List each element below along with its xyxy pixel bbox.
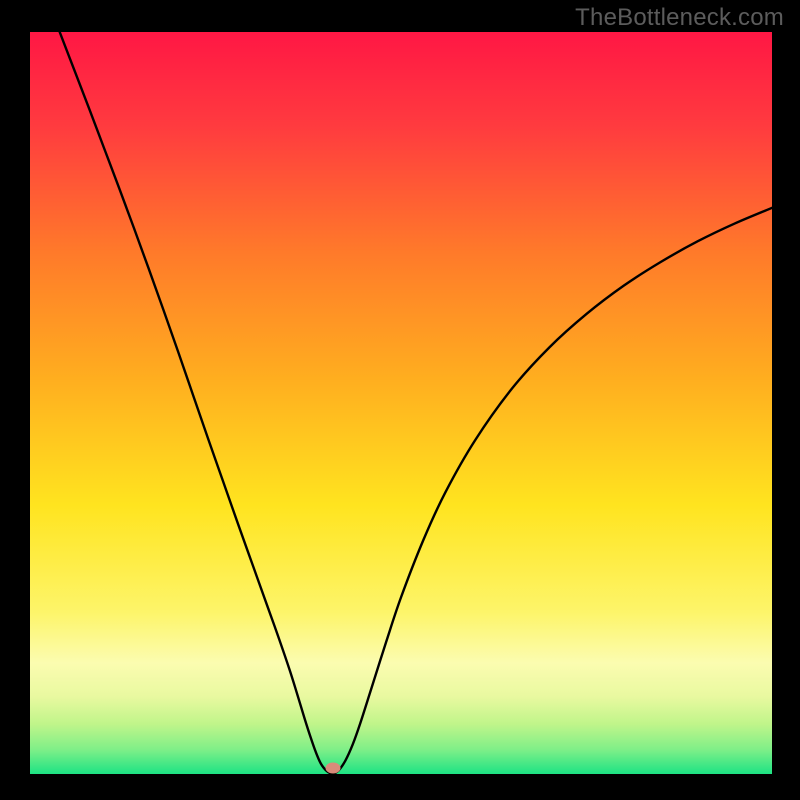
bottleneck-curve (30, 32, 772, 774)
plot-area (30, 32, 772, 774)
optimum-marker (325, 763, 340, 774)
chart-frame: TheBottleneck.com (0, 0, 800, 800)
watermark-text: TheBottleneck.com (575, 4, 784, 32)
